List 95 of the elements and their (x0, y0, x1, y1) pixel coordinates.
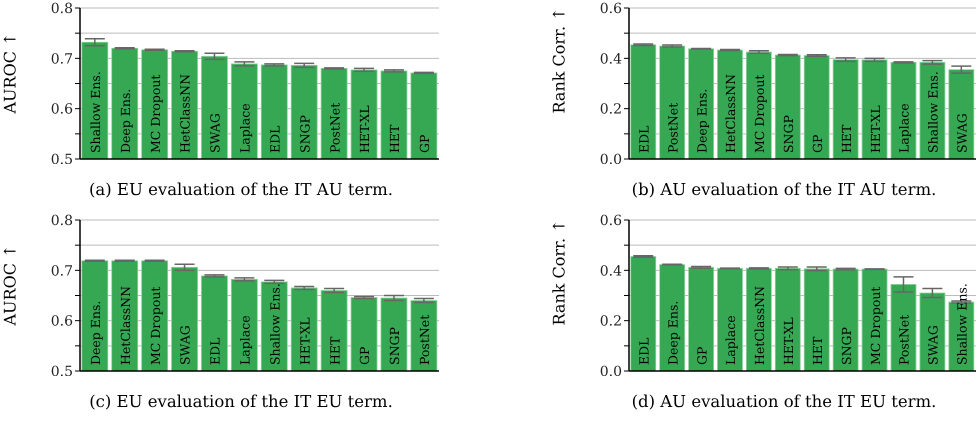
x-tick-label: MC Dropout (148, 74, 163, 153)
x-tick-label: SWAG (954, 113, 970, 153)
y-tick-label: 0.6 (600, 212, 622, 229)
y-tick-label: 0.5 (50, 152, 73, 168)
text: (b) AU evaluation of the IT AU term. (630, 180, 938, 199)
bar (717, 50, 743, 159)
bar (630, 256, 656, 371)
y-tick-label: 0.7 (50, 263, 73, 280)
x-tick-label: HetClassNN (723, 74, 738, 153)
y-tick-label: 0.0 (600, 152, 622, 168)
x-tick-label: SNGP (838, 327, 854, 365)
x-tick-label: GP (810, 134, 825, 153)
x-tick-label: Laplace (238, 315, 253, 365)
x-tick-label: MC Dropout (148, 286, 163, 365)
bar (774, 268, 801, 371)
bar (717, 268, 743, 371)
bar (832, 268, 859, 371)
x-tick-label: EDL (636, 126, 652, 153)
bar (862, 268, 888, 371)
bar (890, 62, 916, 159)
x-tick-label: HET-XL (297, 317, 312, 365)
text: (d) AU evaluation of the IT EU term. (630, 392, 938, 411)
y-tick-label: 0.2 (600, 314, 622, 330)
x-tick-label: SWAG (208, 113, 223, 153)
bar (688, 266, 714, 371)
y-tick-label: 0.6 (600, 0, 622, 17)
x-tick-label: SNGP (387, 327, 402, 365)
x-tick-label: Laplace (723, 315, 738, 365)
x-tick-label: SWAG (926, 325, 941, 365)
x-tick-label: SNGP (297, 115, 312, 153)
y-tick-label: 0.0 (600, 364, 622, 380)
x-tick-label: EDL (208, 338, 223, 365)
bar (774, 54, 801, 159)
x-tick-label: Deep Ens. (665, 300, 680, 365)
bar (746, 52, 772, 159)
x-tick-label: HET (327, 336, 342, 365)
y-axis-title: AUROC ↑ (0, 244, 20, 326)
x-tick-label: PostNet (896, 314, 912, 365)
bar (688, 48, 714, 159)
bar (948, 69, 974, 159)
x-tick-label: PostNet (327, 102, 342, 153)
x-tick-label: Deep Ens. (694, 88, 710, 153)
x-tick-label: MC Dropout (868, 286, 883, 365)
bar (804, 268, 830, 371)
y-axis-title: Rank Corr. ↑ (550, 7, 569, 114)
bar (746, 268, 772, 371)
x-tick-label: HetClassNN (752, 286, 768, 365)
x-tick-label: GP (357, 346, 372, 365)
bar (832, 59, 859, 159)
bar (862, 59, 888, 159)
y-tick-label: 0.6 (50, 102, 74, 118)
y-axis-title: AUROC ↑ (0, 32, 20, 114)
x-tick-label: HetClassNN (178, 74, 193, 153)
x-tick-label: EDL (267, 126, 282, 153)
bar (659, 46, 686, 159)
bar (920, 292, 946, 371)
y-axis-title: Rank Corr. ↑ (550, 219, 569, 326)
y-tick-label: 0.4 (600, 263, 622, 280)
x-tick-label: EDL (636, 338, 652, 365)
x-tick-label: HetClassNN (118, 286, 133, 365)
y-tick-label: 0.6 (50, 314, 74, 330)
x-tick-label: Shallow Ens. (88, 71, 103, 153)
text: (a) EU evaluation of the IT AU term. (88, 180, 394, 199)
x-tick-label: Laplace (896, 103, 912, 153)
x-tick-label: MC Dropout (752, 74, 768, 153)
bar (630, 44, 656, 159)
y-tick-label: 0.7 (50, 51, 73, 68)
y-tick-label: 0.8 (50, 212, 73, 229)
x-tick-label: GP (694, 346, 710, 365)
bar (890, 284, 916, 371)
x-tick-label: GP (417, 134, 432, 153)
x-tick-label: HET-XL (357, 105, 372, 153)
x-tick-label: Shallow Ens. (954, 283, 970, 365)
bar (804, 55, 830, 159)
x-tick-label: Shallow Ens. (926, 71, 941, 153)
bar (659, 264, 686, 371)
x-tick-label: HET (387, 124, 402, 153)
x-tick-label: Deep Ens. (118, 88, 133, 153)
y-tick-label: 0.8 (50, 0, 73, 17)
x-tick-label: HET-XL (868, 105, 883, 153)
y-tick-label: 0.5 (50, 364, 73, 380)
x-tick-label: HET (838, 124, 854, 153)
x-tick-label: PostNet (665, 102, 680, 153)
x-tick-label: SWAG (178, 325, 193, 365)
text: (c) EU evaluation of the IT EU term. (88, 392, 394, 411)
x-tick-label: HET (810, 336, 825, 365)
x-tick-label: PostNet (417, 314, 432, 365)
x-tick-label: Shallow Ens. (267, 283, 282, 365)
bar (920, 62, 946, 159)
y-tick-label: 0.4 (600, 51, 622, 68)
x-tick-label: SNGP (781, 115, 796, 153)
x-tick-label: Laplace (238, 103, 253, 153)
x-tick-label: Deep Ens. (88, 300, 103, 365)
x-tick-label: HET-XL (781, 317, 796, 365)
y-tick-label: 0.2 (600, 102, 622, 118)
